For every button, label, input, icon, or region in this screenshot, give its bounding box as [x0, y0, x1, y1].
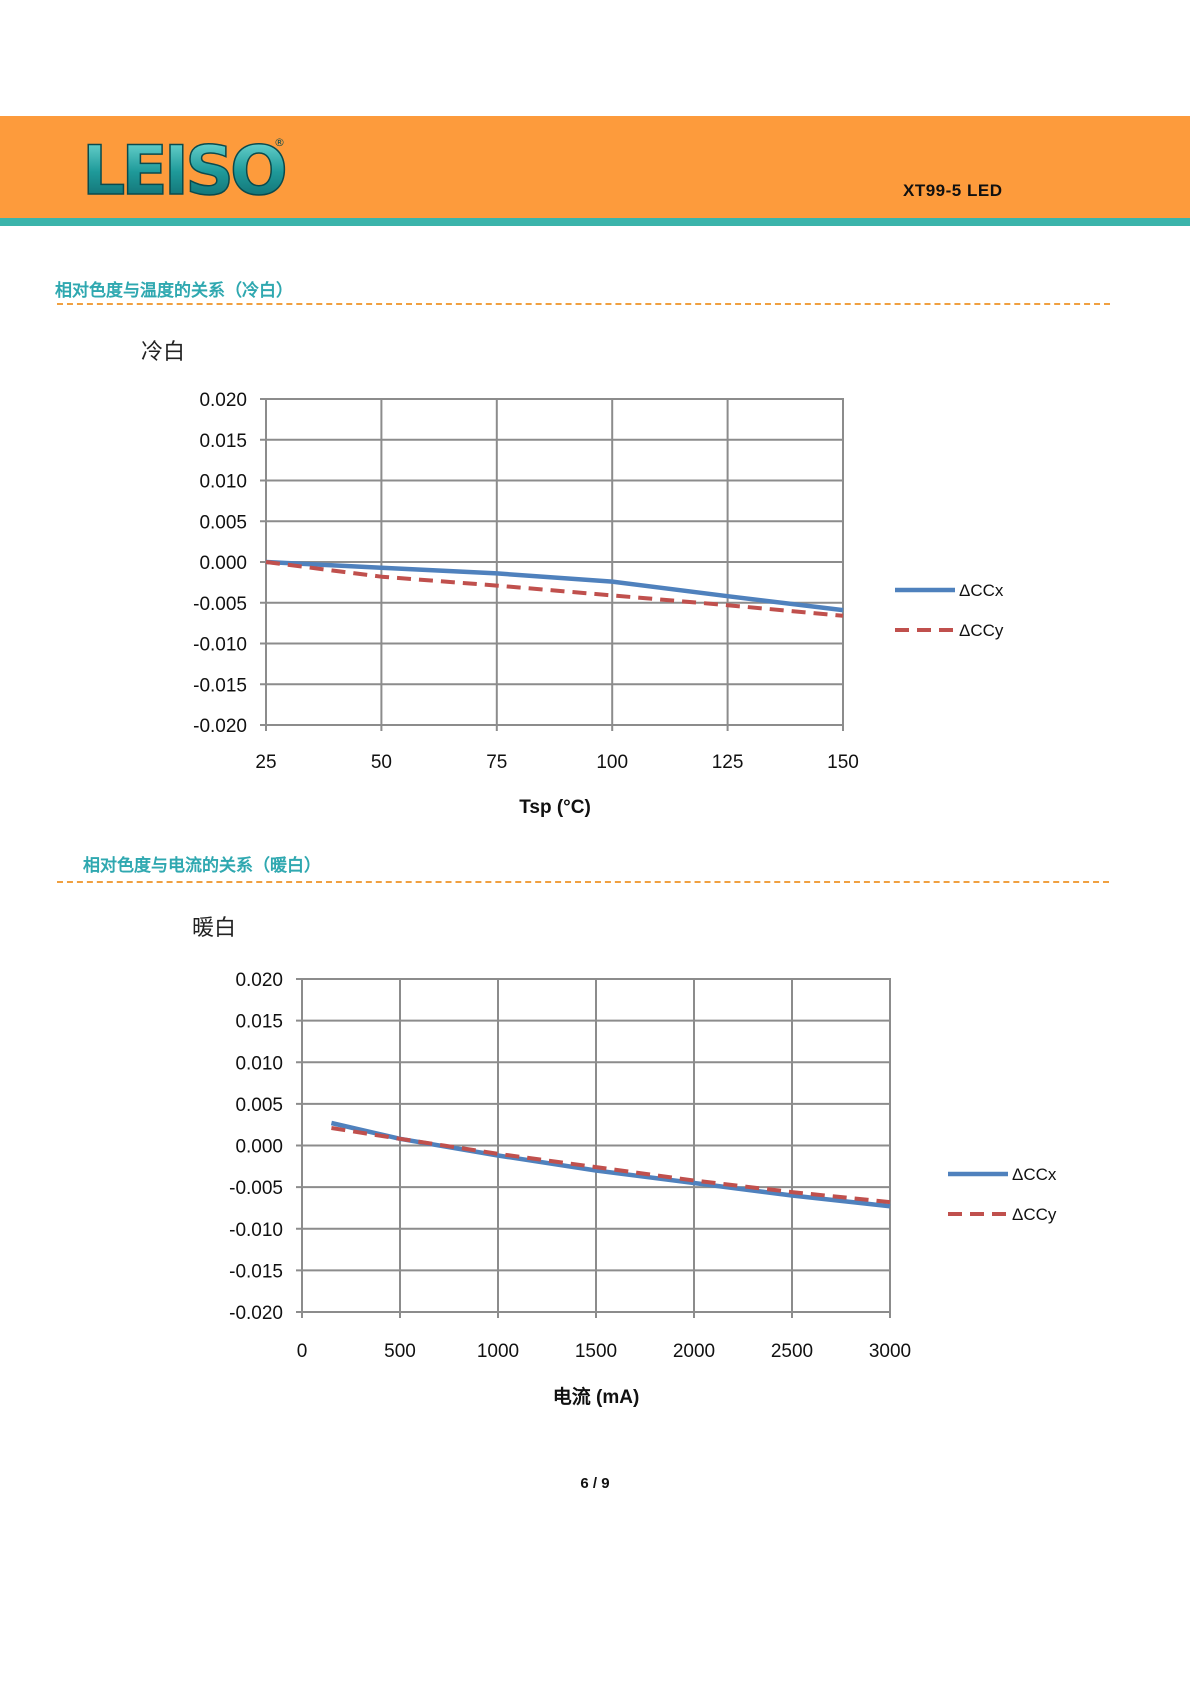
y-tick-label: 0.010 [235, 1053, 283, 1074]
series-line-1 [265, 560, 844, 618]
section-divider [57, 881, 1109, 883]
x-axis-title: Tsp (°C) [519, 797, 591, 818]
x-tick-label: 25 [255, 752, 276, 773]
y-tick-label: -0.005 [229, 1178, 283, 1199]
series-line-1 [331, 1126, 891, 1205]
document-code: XT99-5 LED [903, 181, 1003, 200]
header-accent-stripe [0, 218, 1190, 226]
section-title-temperature: 相对色度与温度的关系（冷白） [55, 281, 293, 301]
y-tick-label: -0.020 [229, 1303, 283, 1324]
x-tick-label: 500 [384, 1341, 416, 1362]
y-tick-label: -0.010 [193, 635, 247, 656]
leiso-logo: LEISO ® [82, 132, 290, 206]
y-tick-label: -0.015 [193, 675, 247, 696]
y-tick-label: -0.020 [193, 716, 247, 737]
x-tick-label: 50 [371, 752, 392, 773]
y-tick-label: -0.005 [193, 594, 247, 615]
y-tick-label: 0.005 [199, 512, 247, 533]
header-band [0, 116, 1190, 218]
y-tick-label: 0.000 [199, 553, 247, 574]
legend-label: ΔCCx [959, 581, 1004, 600]
x-tick-label: 150 [827, 752, 859, 773]
x-tick-label: 1500 [575, 1341, 617, 1362]
section-divider [57, 303, 1110, 305]
chart-heading-cold-white: 冷白 [141, 340, 186, 365]
y-tick-label: 0.015 [199, 431, 247, 452]
x-tick-label: 125 [712, 752, 744, 773]
legend-label: ΔCCy [1012, 1205, 1057, 1224]
y-tick-label: -0.015 [229, 1261, 283, 1282]
x-tick-label: 0 [297, 1341, 308, 1362]
page-number: 6 / 9 [580, 1475, 610, 1492]
chart-heading-warm-white: 暖白 [192, 916, 237, 941]
x-tick-label: 1000 [477, 1341, 519, 1362]
x-tick-label: 75 [486, 752, 507, 773]
y-tick-label: 0.005 [235, 1095, 283, 1116]
y-tick-label: 0.000 [235, 1137, 283, 1158]
x-tick-label: 3000 [869, 1341, 911, 1362]
x-tick-label: 2000 [673, 1341, 715, 1362]
series-line-0 [265, 559, 844, 613]
x-axis-title: 电流 (mA) [553, 1385, 640, 1408]
x-tick-label: 2500 [771, 1341, 813, 1362]
y-tick-label: 0.015 [235, 1012, 283, 1033]
legend-label: ΔCCy [959, 621, 1004, 640]
y-tick-label: -0.010 [229, 1220, 283, 1241]
y-tick-label: 0.020 [235, 970, 283, 991]
x-tick-label: 100 [596, 752, 628, 773]
section-title-current: 相对色度与电流的关系（暖白） [83, 856, 321, 876]
logo-wordmark: LEISO [82, 132, 285, 206]
y-tick-label: 0.020 [199, 390, 247, 411]
logo-registered-mark: ® [274, 136, 285, 149]
legend-label: ΔCCx [1012, 1165, 1057, 1184]
y-tick-label: 0.010 [199, 472, 247, 493]
